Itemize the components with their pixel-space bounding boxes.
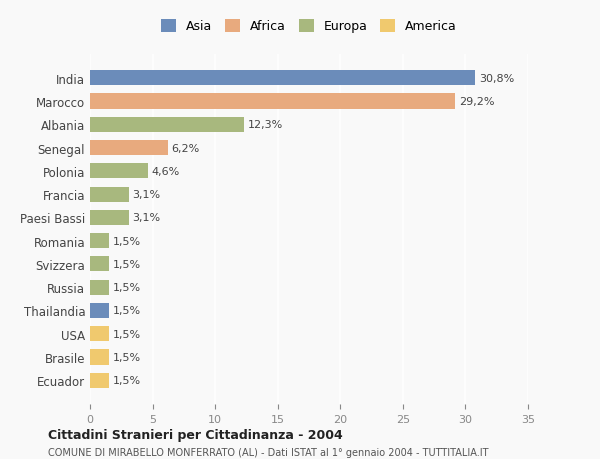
Text: 3,1%: 3,1%	[133, 213, 161, 223]
Bar	[90, 303, 109, 319]
Bar	[90, 280, 109, 295]
Text: 1,5%: 1,5%	[113, 306, 140, 316]
Bar	[90, 234, 109, 249]
Bar	[90, 210, 129, 225]
Bar	[90, 326, 109, 341]
Text: 4,6%: 4,6%	[151, 167, 179, 176]
Legend: Asia, Africa, Europa, America: Asia, Africa, Europa, America	[158, 16, 460, 37]
Text: 6,2%: 6,2%	[172, 143, 200, 153]
Bar	[90, 94, 455, 109]
Text: 30,8%: 30,8%	[479, 73, 514, 84]
Bar	[90, 164, 148, 179]
Text: 1,5%: 1,5%	[113, 353, 140, 362]
Text: COMUNE DI MIRABELLO MONFERRATO (AL) - Dati ISTAT al 1° gennaio 2004 - TUTTITALIA: COMUNE DI MIRABELLO MONFERRATO (AL) - Da…	[48, 447, 488, 457]
Text: 1,5%: 1,5%	[113, 236, 140, 246]
Text: 29,2%: 29,2%	[459, 97, 494, 106]
Bar	[90, 373, 109, 388]
Text: 1,5%: 1,5%	[113, 283, 140, 292]
Text: 1,5%: 1,5%	[113, 259, 140, 269]
Bar	[90, 118, 244, 133]
Bar	[90, 140, 167, 156]
Text: 12,3%: 12,3%	[248, 120, 283, 130]
Bar	[90, 257, 109, 272]
Bar	[90, 71, 475, 86]
Text: 3,1%: 3,1%	[133, 190, 161, 200]
Text: 1,5%: 1,5%	[113, 375, 140, 386]
Text: 1,5%: 1,5%	[113, 329, 140, 339]
Bar	[90, 350, 109, 365]
Text: Cittadini Stranieri per Cittadinanza - 2004: Cittadini Stranieri per Cittadinanza - 2…	[48, 428, 343, 441]
Bar	[90, 187, 129, 202]
